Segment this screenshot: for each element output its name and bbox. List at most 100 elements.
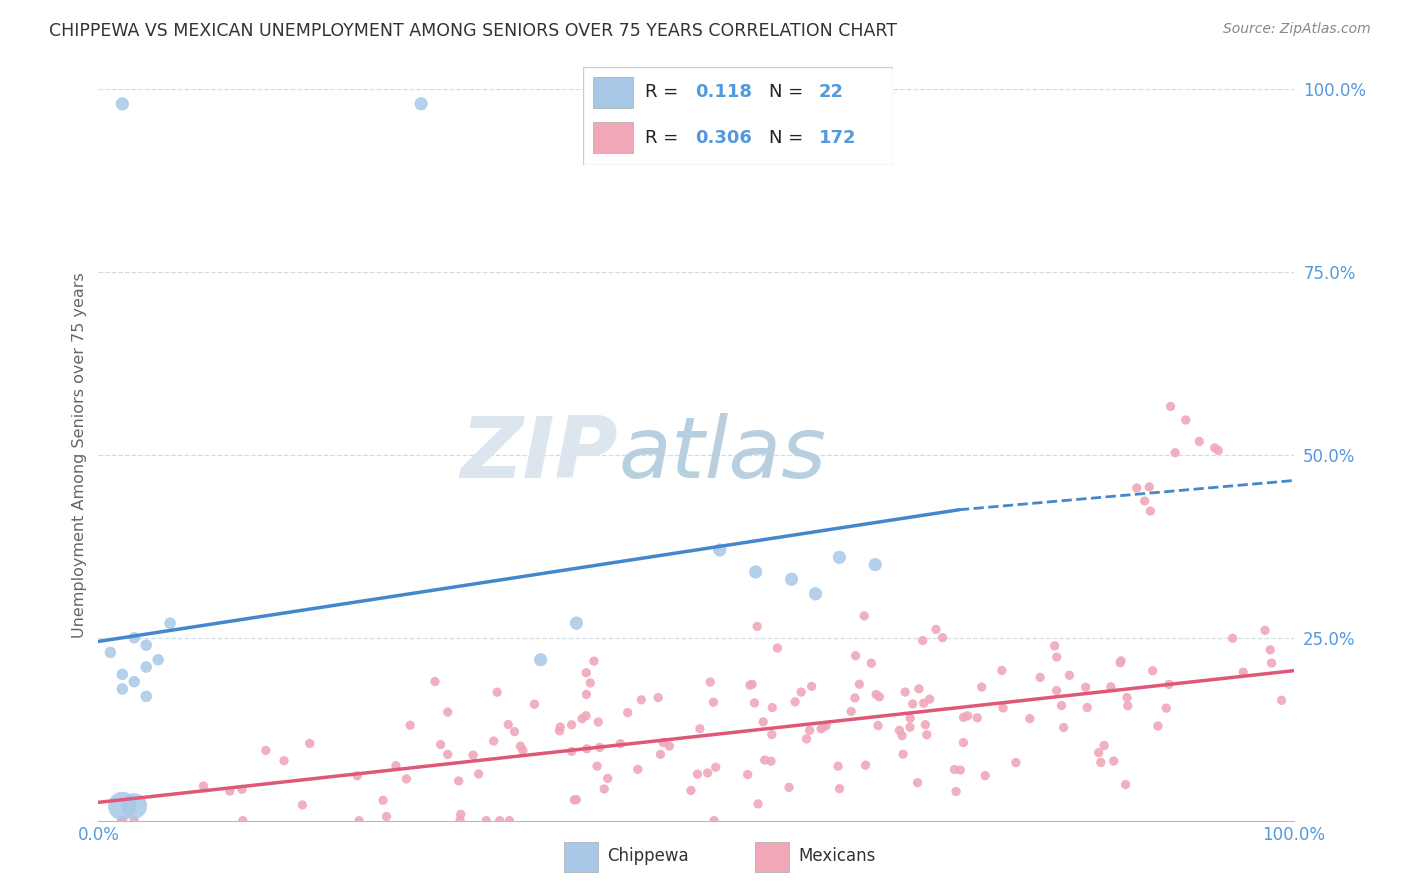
Point (447, 773, 470, 788)
Point (575, 741, 598, 756)
Point (436, 747, 458, 762)
Point (1258, 643, 1281, 657)
Point (385, 758, 408, 772)
Point (800, 679, 823, 693)
Point (652, 735, 675, 749)
Point (1092, 739, 1115, 753)
Point (737, 767, 759, 781)
Text: N =: N = (769, 84, 808, 102)
Point (804, 587, 827, 601)
Point (647, 690, 669, 705)
Point (450, 807, 472, 822)
Point (232, 814, 254, 828)
Point (709, 543, 731, 558)
Point (347, 814, 370, 828)
Point (839, 705, 862, 719)
Point (503, 724, 526, 739)
Point (761, 727, 783, 741)
Point (778, 780, 800, 795)
Point (423, 674, 446, 689)
Point (1102, 754, 1125, 768)
Point (523, 697, 546, 711)
Point (949, 763, 972, 777)
Point (111, 681, 134, 696)
Point (1029, 670, 1052, 684)
Point (865, 558, 887, 572)
Point (901, 697, 924, 711)
Point (855, 758, 877, 772)
Point (702, 695, 724, 709)
Text: 0.118: 0.118 (695, 84, 752, 102)
Point (565, 616, 588, 631)
Point (582, 654, 605, 668)
Point (966, 711, 988, 725)
Text: 0.306: 0.306 (695, 128, 752, 146)
Point (1137, 480, 1160, 494)
Point (148, 653, 170, 667)
Point (609, 737, 631, 751)
Point (575, 688, 598, 702)
Point (124, 674, 146, 689)
Point (738, 678, 761, 692)
Point (1059, 668, 1081, 682)
Point (703, 814, 725, 828)
Point (1099, 680, 1122, 694)
Point (1116, 698, 1139, 713)
Point (509, 739, 531, 753)
Point (915, 728, 938, 742)
Point (1109, 656, 1132, 670)
Point (346, 769, 368, 783)
Point (1188, 434, 1211, 449)
Point (1133, 494, 1156, 508)
Point (889, 723, 911, 738)
Point (436, 705, 458, 719)
Point (974, 768, 997, 782)
Point (1157, 677, 1180, 691)
Point (110, 814, 132, 828)
Point (865, 688, 887, 702)
Text: 22: 22 (818, 84, 844, 102)
Point (124, 799, 146, 814)
Point (868, 718, 890, 732)
Point (894, 685, 917, 699)
FancyBboxPatch shape (583, 67, 893, 165)
Point (991, 701, 1014, 715)
Point (914, 717, 936, 731)
Point (375, 809, 398, 823)
Point (1260, 656, 1282, 670)
Point (98, 645, 122, 659)
Point (1164, 446, 1187, 460)
Point (766, 641, 789, 656)
Point (844, 690, 866, 705)
Point (658, 739, 681, 753)
Point (1142, 664, 1164, 678)
Point (1147, 719, 1170, 733)
Point (696, 766, 718, 780)
Point (853, 608, 876, 623)
Text: 172: 172 (818, 128, 856, 146)
Point (785, 695, 807, 709)
Text: ZIP: ZIP (461, 413, 619, 497)
Point (616, 706, 638, 720)
Point (1126, 481, 1149, 495)
Point (761, 700, 783, 714)
Point (586, 714, 609, 729)
Point (845, 648, 868, 663)
Point (918, 692, 941, 706)
Point (111, 667, 134, 681)
Point (1204, 441, 1226, 455)
Point (1109, 654, 1132, 668)
Point (759, 754, 782, 768)
Point (429, 738, 451, 752)
Point (593, 782, 616, 797)
Point (1043, 639, 1066, 653)
Point (898, 720, 921, 734)
Point (815, 719, 838, 733)
Point (790, 685, 813, 699)
Text: Mexicans: Mexicans (799, 847, 876, 865)
Text: Source: ZipAtlas.com: Source: ZipAtlas.com (1223, 22, 1371, 37)
Point (395, 772, 418, 786)
Point (754, 753, 776, 767)
FancyBboxPatch shape (593, 77, 633, 108)
Point (575, 708, 598, 723)
